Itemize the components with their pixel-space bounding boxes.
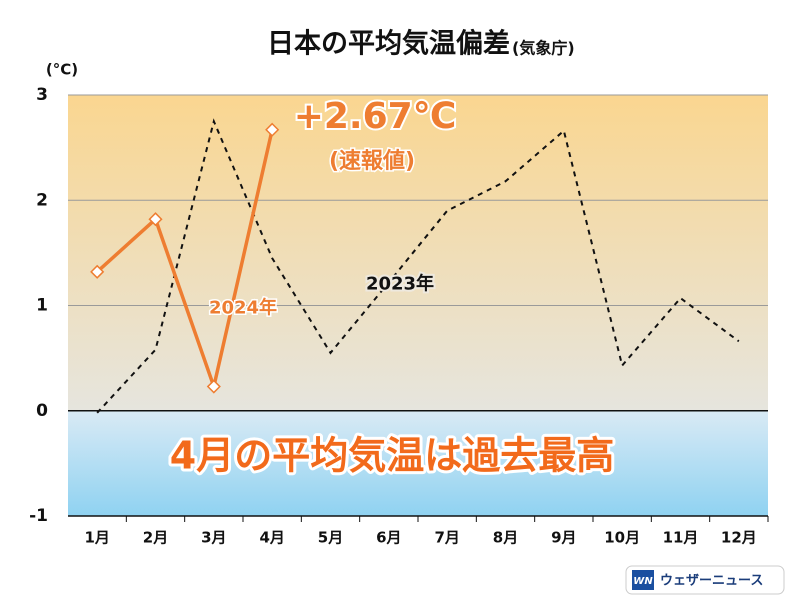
x-tick-label: 2月 xyxy=(143,529,168,547)
data-point xyxy=(148,212,163,227)
plot-background xyxy=(68,95,768,516)
data-point xyxy=(206,379,221,394)
y-tick-label: 2 xyxy=(36,190,48,210)
x-tick-label: 6月 xyxy=(376,529,401,547)
x-tick-label: 7月 xyxy=(434,529,459,547)
chart-subtitle: (気象庁) xyxy=(512,39,575,58)
chart-title: 日本の平均気温偏差 xyxy=(267,28,510,60)
x-tick-label: 9月 xyxy=(551,529,576,547)
data-point xyxy=(265,122,280,137)
x-tick-label: 3月 xyxy=(201,529,226,547)
x-tick-label: 10月 xyxy=(604,529,640,547)
series-line xyxy=(95,129,274,393)
warm-band xyxy=(68,95,768,411)
x-tick-label: 1月 xyxy=(84,529,109,547)
y-unit: (°C) xyxy=(46,61,78,79)
series-label: 2023年 xyxy=(366,272,434,294)
logo-text: ウェザーニュース xyxy=(660,574,763,589)
x-tick-label: 11月 xyxy=(663,529,699,547)
y-tick-label: 0 xyxy=(36,401,48,421)
series-label: 2024年 xyxy=(209,297,277,319)
x-tick-label: 5月 xyxy=(318,529,343,547)
data-point xyxy=(90,264,105,279)
logo-mark: WN xyxy=(633,576,653,587)
logo-box xyxy=(625,565,785,595)
y-tick-label: 3 xyxy=(36,85,48,105)
y-tick-label: 1 xyxy=(36,296,48,316)
series-line xyxy=(96,118,740,414)
x-tick-label: 12月 xyxy=(721,529,757,547)
peak-note: (速報値) xyxy=(329,148,415,174)
logo: WN ウェザーニュース xyxy=(625,565,785,595)
x-tick-label: 4月 xyxy=(259,529,284,547)
x-tick-label: 8月 xyxy=(493,529,518,547)
peak-annotation: +2.67℃ xyxy=(294,96,457,137)
cool-band xyxy=(68,410,768,516)
y-tick-label: -1 xyxy=(29,506,48,526)
logo-icon xyxy=(632,570,654,590)
headline: 4月の平均気温は過去最高 xyxy=(170,434,614,478)
